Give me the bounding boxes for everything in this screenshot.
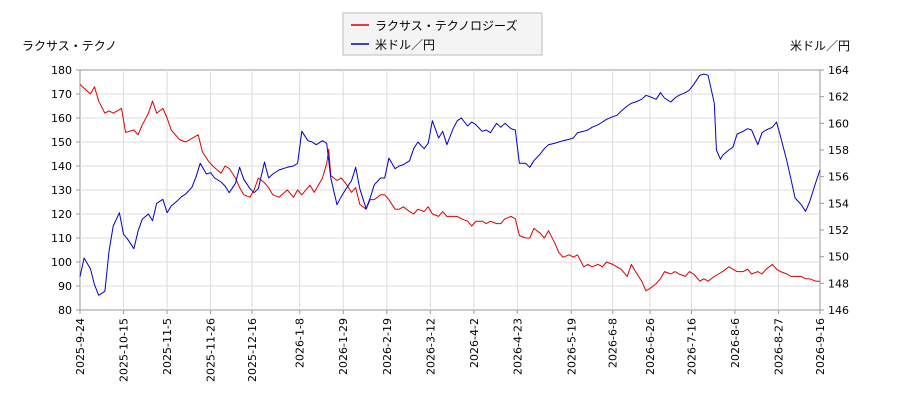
x-tick-label: 2026-7-16 [685, 318, 698, 375]
legend-label-1: 米ドル／円 [375, 38, 435, 52]
x-tick-label: 2026-6-8 [607, 318, 620, 368]
left-tick-label: 150 [51, 136, 72, 149]
x-tick-label: 2026-5-19 [565, 318, 578, 375]
x-tick-label: 2026-2-19 [381, 318, 394, 375]
right-tick-label: 162 [828, 91, 849, 104]
left-tick-label: 80 [58, 304, 72, 317]
x-tick-label: 2026-1-29 [337, 318, 350, 375]
left-tick-label: 110 [51, 232, 72, 245]
x-tick-label: 2025-10-15 [118, 318, 131, 382]
x-tick-label: 2026-8-6 [729, 318, 742, 368]
left-tick-label: 90 [58, 280, 72, 293]
left-axis-ticks: 80 90 100 110 120 130 140 150 160 170 180 [51, 64, 80, 317]
x-tick-label: 2026-8-27 [773, 318, 786, 375]
grid-lines [80, 70, 820, 310]
x-axis-ticks: 2025-9-24 2025-10-15 2025-11-5 2025-11-26 20… [74, 310, 827, 382]
right-tick-label: 154 [828, 197, 849, 210]
left-tick-label: 160 [51, 112, 72, 125]
x-tick-label: 2025-12-16 [246, 318, 259, 382]
right-tick-label: 160 [828, 117, 849, 130]
left-tick-label: 140 [51, 160, 72, 173]
right-axis-title: 米ドル／円 [790, 39, 850, 53]
x-tick-label: 2026-1-8 [294, 318, 307, 368]
right-tick-label: 158 [828, 144, 849, 157]
x-tick-label: 2026-3-12 [424, 318, 437, 375]
left-tick-label: 130 [51, 184, 72, 197]
right-tick-label: 156 [828, 171, 849, 184]
right-tick-label: 152 [828, 224, 849, 237]
x-tick-label: 2026-9-16 [814, 318, 827, 375]
x-tick-label: 2026-6-26 [644, 318, 657, 375]
legend-box [342, 12, 543, 56]
left-tick-label: 120 [51, 208, 72, 221]
right-tick-label: 164 [828, 64, 849, 77]
x-tick-label: 2026-4-23 [511, 318, 524, 375]
right-tick-label: 146 [828, 304, 849, 317]
series-line-1 [79, 73, 821, 296]
x-tick-label: 2025-11-5 [161, 318, 174, 375]
x-tick-label: 2025-11-26 [205, 318, 218, 382]
right-tick-label: 148 [828, 277, 849, 290]
right-tick-label: 150 [828, 251, 849, 264]
left-tick-label: 170 [51, 88, 72, 101]
legend: ラクサス・テクノロジーズ 米ドル／円 [342, 12, 543, 56]
left-axis-title: ラクサス・テクノ [22, 39, 117, 53]
x-tick-label: 2025-9-24 [74, 318, 87, 375]
series-layer [79, 73, 821, 296]
right-axis-ticks: 146 148 150 152 154 156 158 160 162 164 [820, 64, 849, 317]
legend-label-0: ラクサス・テクノロジーズ [375, 18, 517, 33]
left-tick-label: 100 [51, 256, 72, 269]
left-tick-label: 180 [51, 64, 72, 77]
x-tick-label: 2026-4-2 [468, 318, 481, 368]
series-line-0 [79, 84, 820, 292]
